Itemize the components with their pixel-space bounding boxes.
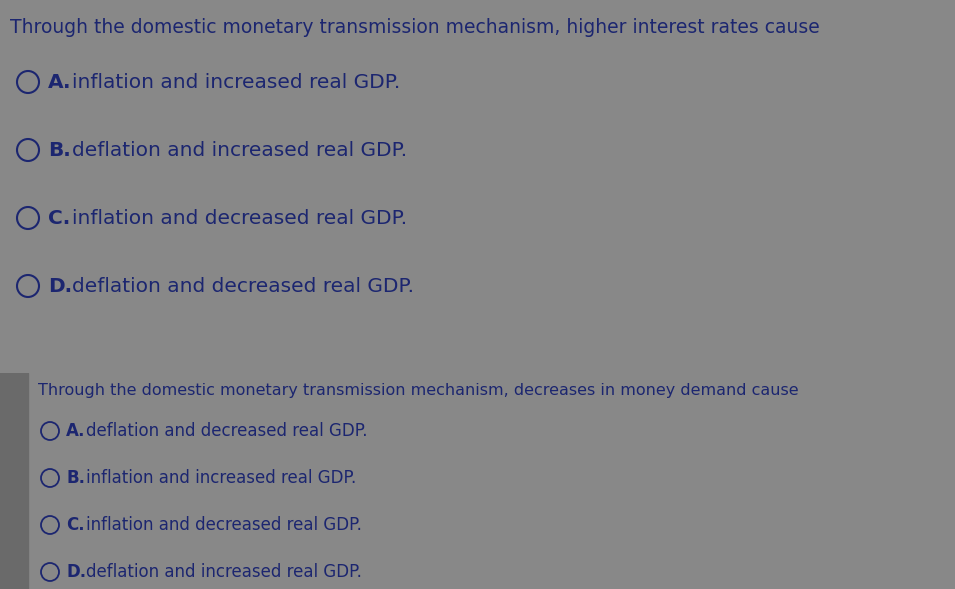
Text: Through the domestic monetary transmission mechanism, decreases in money demand : Through the domestic monetary transmissi… bbox=[38, 383, 798, 398]
Text: Through the domestic monetary transmission mechanism, higher interest rates caus: Through the domestic monetary transmissi… bbox=[10, 18, 819, 37]
Bar bbox=[0, 373, 28, 589]
Text: D.: D. bbox=[66, 563, 86, 581]
Text: deflation and decreased real GDP.: deflation and decreased real GDP. bbox=[86, 422, 368, 440]
Text: inflation and increased real GDP.: inflation and increased real GDP. bbox=[72, 72, 400, 91]
Text: deflation and increased real GDP.: deflation and increased real GDP. bbox=[86, 563, 362, 581]
Text: A.: A. bbox=[48, 72, 72, 91]
Text: B.: B. bbox=[48, 141, 71, 160]
Text: D.: D. bbox=[48, 276, 73, 296]
Text: deflation and increased real GDP.: deflation and increased real GDP. bbox=[72, 141, 407, 160]
Text: C.: C. bbox=[66, 516, 85, 534]
Text: B.: B. bbox=[66, 469, 85, 487]
Text: A.: A. bbox=[66, 422, 86, 440]
Text: deflation and decreased real GDP.: deflation and decreased real GDP. bbox=[72, 276, 414, 296]
Text: inflation and increased real GDP.: inflation and increased real GDP. bbox=[86, 469, 356, 487]
Text: inflation and decreased real GDP.: inflation and decreased real GDP. bbox=[72, 209, 407, 227]
Text: C.: C. bbox=[48, 209, 71, 227]
Text: inflation and decreased real GDP.: inflation and decreased real GDP. bbox=[86, 516, 362, 534]
